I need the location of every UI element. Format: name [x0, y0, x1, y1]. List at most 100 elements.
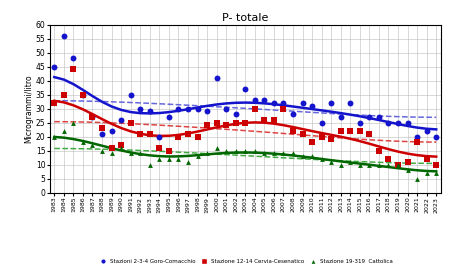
Point	[242, 120, 249, 125]
Point	[165, 115, 172, 119]
Point	[223, 148, 230, 153]
Point	[203, 109, 211, 114]
Point	[156, 145, 163, 150]
Point	[385, 120, 392, 125]
Point	[108, 129, 115, 133]
Point	[194, 134, 201, 139]
Point	[194, 154, 201, 158]
Point	[213, 120, 220, 125]
Point	[309, 104, 316, 108]
Title: P- totale: P- totale	[222, 13, 269, 23]
Point	[194, 106, 201, 111]
Point	[156, 157, 163, 161]
Point	[146, 162, 153, 167]
Point	[261, 98, 268, 103]
Point	[366, 132, 373, 136]
Point	[223, 106, 230, 111]
Point	[70, 120, 77, 125]
Point	[127, 92, 134, 97]
Point	[137, 132, 144, 136]
Point	[432, 134, 440, 139]
Point	[51, 65, 58, 69]
Point	[137, 106, 144, 111]
Point	[242, 87, 249, 91]
Point	[108, 145, 115, 150]
Point	[337, 162, 344, 167]
Point	[280, 101, 287, 105]
Point	[385, 157, 392, 161]
Point	[89, 115, 96, 119]
Point	[60, 92, 68, 97]
Point	[328, 160, 335, 164]
Point	[203, 123, 211, 128]
Point	[270, 118, 278, 122]
Point	[213, 76, 220, 80]
Point	[299, 132, 306, 136]
Point	[261, 151, 268, 156]
Point	[404, 168, 411, 172]
Point	[203, 151, 211, 156]
Point	[175, 157, 182, 161]
Legend: Stazioni 2-3-4 Goro-Comacchio, Stazione 12-14 Cervia-Cesenatico, Stazione 19-319: Stazioni 2-3-4 Goro-Comacchio, Stazione …	[98, 259, 393, 264]
Point	[89, 115, 96, 119]
Point	[337, 129, 344, 133]
Point	[51, 101, 58, 105]
Point	[108, 151, 115, 156]
Point	[375, 162, 382, 167]
Point	[404, 160, 411, 164]
Point	[289, 151, 297, 156]
Point	[261, 118, 268, 122]
Point	[289, 112, 297, 116]
Point	[60, 34, 68, 38]
Point	[309, 154, 316, 158]
Point	[242, 148, 249, 153]
Point	[318, 120, 325, 125]
Point	[127, 120, 134, 125]
Point	[270, 151, 278, 156]
Point	[423, 157, 430, 161]
Point	[337, 115, 344, 119]
Point	[299, 101, 306, 105]
Point	[251, 98, 258, 103]
Point	[289, 129, 297, 133]
Point	[280, 106, 287, 111]
Point	[156, 134, 163, 139]
Point	[51, 134, 58, 139]
Point	[117, 145, 125, 150]
Point	[280, 151, 287, 156]
Point	[146, 109, 153, 114]
Point	[232, 112, 239, 116]
Point	[79, 92, 86, 97]
Point	[309, 140, 316, 144]
Point	[385, 162, 392, 167]
Point	[395, 162, 402, 167]
Point	[213, 145, 220, 150]
Point	[175, 134, 182, 139]
Point	[165, 148, 172, 153]
Point	[318, 134, 325, 139]
Point	[251, 106, 258, 111]
Point	[404, 120, 411, 125]
Point	[356, 129, 364, 133]
Point	[328, 101, 335, 105]
Point	[146, 132, 153, 136]
Point	[165, 157, 172, 161]
Point	[328, 137, 335, 142]
Point	[137, 151, 144, 156]
Point	[232, 120, 239, 125]
Point	[99, 148, 106, 153]
Point	[414, 134, 421, 139]
Point	[175, 106, 182, 111]
Point	[395, 120, 402, 125]
Point	[432, 162, 440, 167]
Point	[270, 101, 278, 105]
Point	[70, 56, 77, 60]
Point	[79, 140, 86, 144]
Point	[127, 151, 134, 156]
Point	[117, 143, 125, 147]
Point	[395, 162, 402, 167]
Point	[356, 162, 364, 167]
Point	[414, 140, 421, 144]
Point	[184, 132, 192, 136]
Point	[356, 120, 364, 125]
